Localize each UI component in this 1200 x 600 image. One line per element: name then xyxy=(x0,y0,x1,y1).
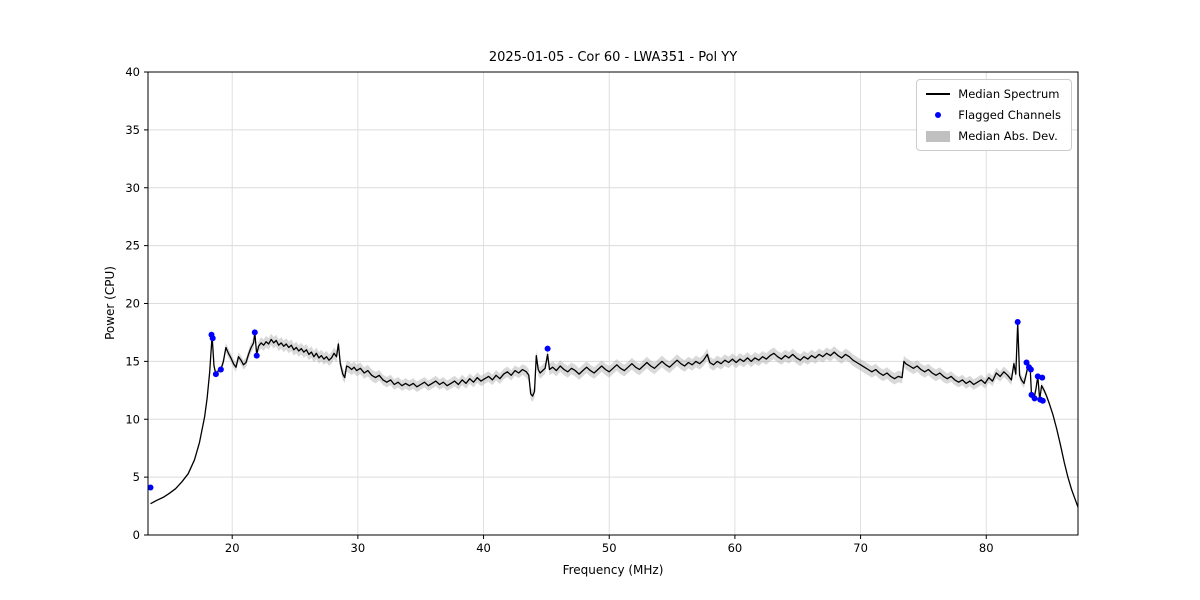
y-tick-label: 35 xyxy=(125,123,140,137)
flagged-channel-dot xyxy=(147,484,154,491)
y-tick-label: 15 xyxy=(125,354,140,368)
y-tick-label: 20 xyxy=(125,297,140,311)
y-tick-label: 0 xyxy=(133,528,140,542)
y-tick-label: 30 xyxy=(125,181,140,195)
flagged-channel-dot xyxy=(544,345,551,352)
flagged-channel-dot xyxy=(1039,374,1046,381)
x-tick-label: 60 xyxy=(728,541,743,555)
flagged-channels-dot-swatch xyxy=(935,112,942,118)
legend-entry-flagged-channels: Flagged Channels xyxy=(926,108,1061,122)
median-spectrum-line xyxy=(150,322,1079,508)
flagged-channel-dot xyxy=(253,352,260,359)
legend-label-flagged-channels: Flagged Channels xyxy=(958,108,1061,122)
x-tick-label: 50 xyxy=(602,541,617,555)
x-axis-label: Frequency (MHz) xyxy=(562,563,664,577)
legend-label-median-spectrum: Median Spectrum xyxy=(958,87,1060,101)
y-tick-label: 10 xyxy=(125,412,140,426)
flagged-channel-dot xyxy=(251,329,258,336)
x-tick-label: 80 xyxy=(979,541,994,555)
legend: Median Spectrum Flagged Channels Median … xyxy=(916,79,1072,151)
flagged-channel-dot xyxy=(217,366,224,373)
x-tick-label: 30 xyxy=(351,541,366,555)
x-tick-label: 70 xyxy=(853,541,868,555)
flagged-channel-dot xyxy=(1039,397,1046,404)
legend-entry-median-spectrum: Median Spectrum xyxy=(926,87,1061,101)
y-tick-label: 40 xyxy=(125,65,140,79)
y-axis-label: Power (CPU) xyxy=(103,266,117,340)
flagged-channels-dot-swatch-wrap xyxy=(926,112,950,118)
flagged-channel-dot xyxy=(209,335,216,342)
median-spectrum-line-swatch xyxy=(926,93,951,95)
legend-entry-median-abs-dev: Median Abs. Dev. xyxy=(926,129,1061,143)
flagged-channel-dot xyxy=(1031,395,1038,402)
median-abs-dev-patch-swatch xyxy=(926,130,951,142)
flagged-channel-dot xyxy=(1023,359,1030,366)
x-tick-label: 20 xyxy=(225,541,240,555)
flagged-channel-dot xyxy=(1014,319,1021,325)
chart-title: 2025-01-05 - Cor 60 - LWA351 - Pol YY xyxy=(488,50,738,65)
legend-label-median-abs-dev: Median Abs. Dev. xyxy=(958,129,1058,143)
y-tick-label: 25 xyxy=(125,239,140,253)
y-tick-label: 5 xyxy=(133,470,140,484)
flagged-channel-dot xyxy=(212,371,219,378)
flagged-channel-dot xyxy=(1027,366,1034,373)
x-tick-label: 40 xyxy=(476,541,491,555)
